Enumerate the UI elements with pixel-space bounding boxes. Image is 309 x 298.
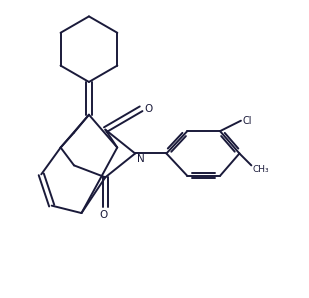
Text: Cl: Cl [242, 116, 252, 126]
Text: N: N [137, 154, 144, 164]
Text: O: O [100, 209, 108, 220]
Text: O: O [145, 104, 153, 114]
Text: CH₃: CH₃ [253, 165, 269, 174]
